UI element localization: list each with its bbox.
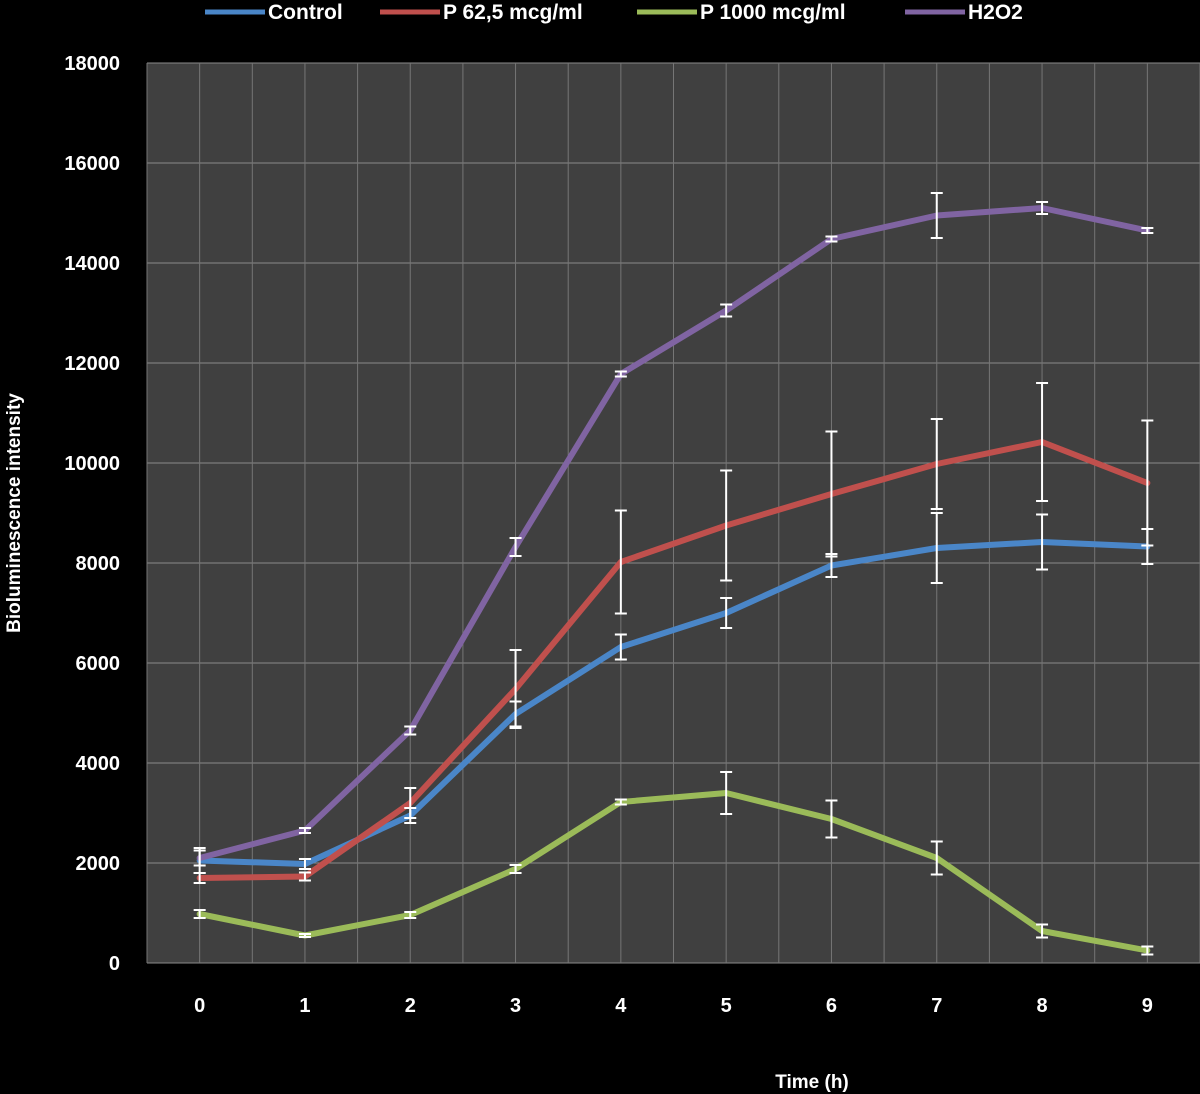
x-tick-label: 9: [1142, 995, 1153, 1017]
x-axis-title: Time (h): [775, 1072, 849, 1093]
y-tick-label: 6000: [76, 653, 121, 675]
y-tick-label: 0: [109, 953, 120, 975]
legend-label: H2O2: [968, 1, 1023, 24]
y-tick-label: 2000: [76, 853, 121, 875]
y-tick-label: 18000: [64, 53, 120, 75]
y-axis-title: Bioluminescence intensity: [4, 393, 25, 633]
x-tick-label: 3: [510, 995, 521, 1017]
x-tick-label: 8: [1036, 995, 1047, 1017]
legend-label: P 1000 mcg/ml: [700, 1, 846, 24]
legend: Control P 62,5 mcg/ml P 1000 mcg/ml H2O2: [205, 1, 1023, 24]
y-tick-label: 10000: [64, 453, 120, 475]
y-tick-label: 4000: [76, 753, 121, 775]
series-line-3: [196, 205, 1151, 861]
series-line-2: [196, 790, 1151, 954]
legend-label: Control: [268, 1, 343, 24]
y-tick-label: 12000: [64, 353, 120, 375]
y-axis-ticks: 0 2000 4000 6000 8000 10000 12000 14000 16000 180…: [64, 53, 120, 975]
error-bars: [193, 192, 1154, 956]
y-tick-label: 14000: [64, 253, 120, 275]
legend-label: P 62,5 mcg/ml: [443, 1, 583, 24]
x-axis-ticks: 0 1 2 3 4 5 6 7 8 9: [194, 995, 1153, 1017]
y-tick-label: 8000: [76, 553, 121, 575]
x-tick-label: 0: [194, 995, 205, 1017]
x-tick-label: 1: [299, 995, 310, 1017]
x-tick-label: 5: [721, 995, 732, 1017]
y-tick-label: 16000: [64, 153, 120, 175]
series-lines: [196, 205, 1151, 954]
x-tick-label: 6: [826, 995, 837, 1017]
x-tick-label: 7: [931, 995, 942, 1017]
x-tick-label: 2: [405, 995, 416, 1017]
series-line-1: [196, 439, 1151, 881]
x-tick-label: 4: [615, 995, 627, 1017]
